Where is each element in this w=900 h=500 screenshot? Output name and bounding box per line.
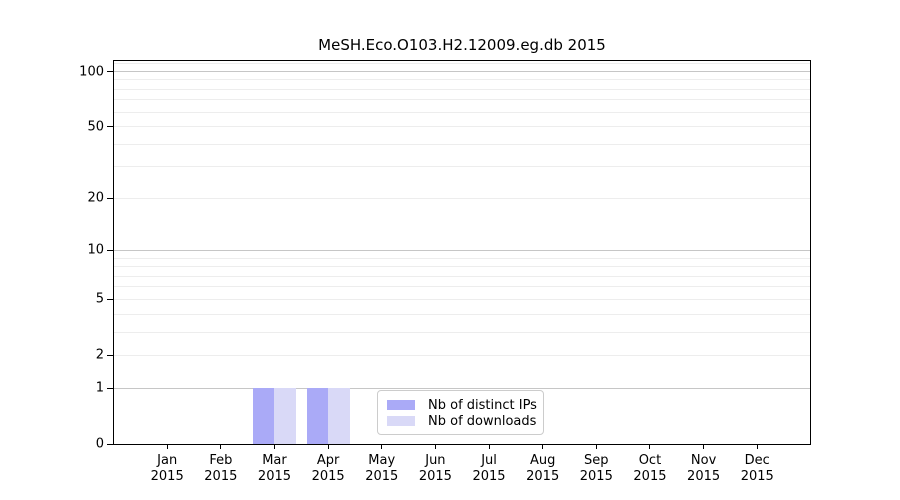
bar-nb-of-downloads bbox=[328, 388, 350, 444]
x-axis-tick-label: Nov 2015 bbox=[687, 453, 720, 485]
legend-item-downloads: Nb of downloads bbox=[387, 413, 537, 429]
x-tick-year: 2015 bbox=[472, 469, 506, 484]
legend-item-distinct-ips: Nb of distinct IPs bbox=[387, 397, 537, 413]
x-tick-year: 2015 bbox=[687, 469, 721, 484]
gridline-minor bbox=[114, 143, 810, 145]
gridline-minor bbox=[114, 99, 810, 101]
x-axis-tick bbox=[488, 444, 490, 449]
x-tick-month: Mar bbox=[262, 453, 287, 468]
y-axis-tick bbox=[107, 197, 113, 199]
bar-nb-of-distinct-ips bbox=[252, 388, 275, 444]
x-tick-year: 2015 bbox=[418, 469, 452, 484]
x-tick-year: 2015 bbox=[204, 469, 238, 484]
legend-swatch-downloads bbox=[387, 416, 415, 426]
y-axis-tick-label: 10 bbox=[87, 242, 104, 258]
x-axis-tick-label: Jul 2015 bbox=[472, 453, 505, 485]
y-axis-tick bbox=[107, 443, 113, 445]
x-tick-month: Jul bbox=[481, 453, 497, 468]
legend-label-distinct-ips: Nb of distinct IPs bbox=[428, 397, 537, 413]
x-tick-month: May bbox=[368, 453, 396, 468]
x-axis-tick bbox=[327, 444, 329, 449]
x-axis-tick bbox=[166, 444, 168, 449]
y-axis-tick-label: 5 bbox=[95, 291, 104, 307]
x-axis-tick-label: Mar 2015 bbox=[258, 453, 291, 485]
legend-label-downloads: Nb of downloads bbox=[428, 413, 537, 429]
x-axis-tick-label: Feb 2015 bbox=[204, 453, 237, 485]
x-axis-tick bbox=[756, 444, 758, 449]
x-tick-year: 2015 bbox=[579, 469, 613, 484]
y-axis-tick-label: 100 bbox=[79, 64, 104, 79]
gridline-minor bbox=[114, 166, 810, 168]
x-axis-tick-label: Aug 2015 bbox=[526, 453, 559, 485]
y-axis-tick bbox=[107, 354, 113, 356]
gridline-minor bbox=[114, 126, 810, 128]
x-axis-tick bbox=[703, 444, 705, 449]
gridline-minor bbox=[114, 298, 810, 300]
x-axis-tick-label: Jan 2015 bbox=[151, 453, 184, 485]
legend-swatch-distinct-ips bbox=[387, 400, 415, 410]
x-tick-month: Nov bbox=[690, 453, 717, 468]
gridline-minor bbox=[114, 354, 810, 356]
plot-area: 0 1 2 5 10 20 50 100 Jan 2015 Feb 2015 Mar 2015 Apr 201… bbox=[79, 60, 811, 484]
x-axis-tick-label: Jun 2015 bbox=[419, 453, 452, 485]
y-axis-tick bbox=[107, 249, 113, 251]
y-axis-tick bbox=[107, 298, 113, 300]
x-axis-tick bbox=[273, 444, 275, 449]
x-axis-tick bbox=[595, 444, 597, 449]
gridline-minor bbox=[114, 313, 810, 315]
y-axis-tick bbox=[107, 126, 113, 128]
gridline-minor bbox=[114, 257, 810, 259]
gridline-major bbox=[114, 249, 810, 251]
x-axis-tick bbox=[381, 444, 383, 449]
y-axis-tick bbox=[107, 71, 113, 72]
x-tick-month: Feb bbox=[209, 453, 233, 468]
x-tick-year: 2015 bbox=[633, 469, 667, 484]
x-axis-tick bbox=[220, 444, 222, 449]
y-axis-tick-label: 2 bbox=[95, 347, 104, 363]
x-tick-month: Jan bbox=[157, 453, 178, 468]
y-axis-tick-label: 0 bbox=[95, 436, 104, 452]
x-tick-month: Dec bbox=[744, 453, 770, 468]
x-axis-tick-label: Apr 2015 bbox=[312, 453, 345, 485]
x-tick-month: Aug bbox=[529, 453, 556, 468]
gridline-minor bbox=[114, 331, 810, 333]
x-axis-tick-label: Oct 2015 bbox=[633, 453, 666, 485]
x-tick-year: 2015 bbox=[150, 469, 184, 484]
x-axis-tick bbox=[542, 444, 544, 449]
gridline-minor bbox=[114, 286, 810, 288]
gridline-minor bbox=[114, 88, 810, 90]
bar-nb-of-distinct-ips bbox=[306, 388, 329, 444]
y-axis-tick bbox=[107, 387, 113, 389]
x-axis-tick bbox=[649, 444, 651, 449]
x-tick-year: 2015 bbox=[526, 469, 560, 484]
y-axis-tick-label: 50 bbox=[87, 119, 104, 135]
gridline-minor bbox=[114, 63, 810, 65]
x-tick-month: Oct bbox=[638, 453, 662, 468]
gridline-minor bbox=[114, 275, 810, 277]
x-axis-tick-label: May 2015 bbox=[365, 453, 398, 485]
x-tick-year: 2015 bbox=[311, 469, 345, 484]
gridline-minor bbox=[114, 79, 810, 81]
y-axis-tick-label: 20 bbox=[87, 190, 104, 206]
x-tick-month: Sep bbox=[584, 453, 609, 468]
gridline-major bbox=[114, 387, 810, 389]
x-tick-year: 2015 bbox=[740, 469, 774, 484]
gridline-minor bbox=[114, 266, 810, 268]
y-axis-tick-label: 1 bbox=[95, 380, 104, 396]
x-axis-tick-label: Dec 2015 bbox=[741, 453, 774, 485]
legend: Nb of distinct IPs Nb of downloads bbox=[377, 390, 544, 435]
x-axis-tick-label: Sep 2015 bbox=[580, 453, 613, 485]
gridline-minor bbox=[114, 111, 810, 113]
x-tick-month: Apr bbox=[316, 453, 340, 468]
x-tick-year: 2015 bbox=[365, 469, 399, 484]
x-tick-month: Jun bbox=[425, 453, 446, 468]
chart-title: MeSH.Eco.O103.H2.12009.eg.db 2015 bbox=[318, 36, 606, 54]
x-tick-year: 2015 bbox=[257, 469, 292, 484]
gridline-minor bbox=[114, 197, 810, 199]
gridline-major bbox=[114, 71, 810, 72]
bar-nb-of-downloads bbox=[274, 388, 296, 444]
x-axis-tick bbox=[434, 444, 436, 449]
